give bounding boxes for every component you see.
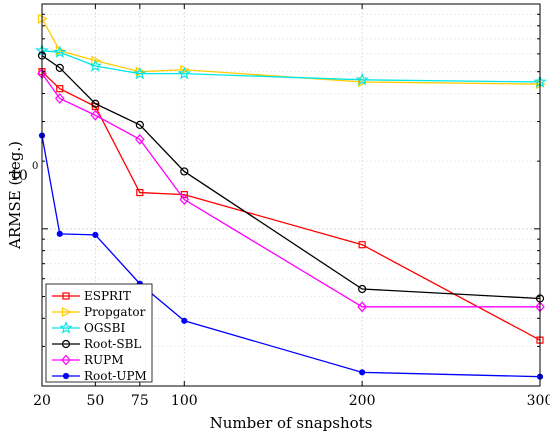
data-point-rupm bbox=[179, 194, 190, 205]
x-tick-label: 100 bbox=[171, 393, 198, 409]
x-tick-label: 20 bbox=[33, 393, 51, 409]
legend-marker-ogsbi bbox=[59, 320, 73, 334]
series-line-ogsbi bbox=[41, 50, 541, 83]
y-axis-label: ARMSE (deg.) bbox=[6, 141, 24, 250]
series-root-sbl bbox=[37, 51, 545, 303]
data-point-rupm bbox=[54, 93, 65, 104]
data-point-ogsbi bbox=[53, 45, 67, 59]
legend-marker-root-sbl bbox=[61, 339, 71, 349]
data-point-rupm bbox=[90, 109, 101, 121]
series-line-propgator bbox=[41, 18, 541, 85]
data-point-ogsbi bbox=[133, 66, 147, 80]
series-line-esprit bbox=[41, 71, 541, 341]
x-tick-label: 75 bbox=[131, 393, 149, 409]
legend-marker-root-upm bbox=[62, 372, 70, 380]
x-ticks: 20 50 75 100 200 300 bbox=[33, 4, 550, 409]
legend-label-esprit: ESPRIT bbox=[84, 289, 131, 303]
y-tick-exponent: 0 bbox=[32, 161, 38, 172]
series-ogsbi bbox=[35, 43, 547, 88]
series-line-root-sbl bbox=[41, 54, 541, 300]
x-axis-label: Number of snapshots bbox=[210, 414, 373, 432]
data-point-root-sbl bbox=[55, 63, 64, 72]
data-point-rupm bbox=[135, 133, 145, 145]
x-tick-label: 300 bbox=[527, 393, 550, 409]
data-point-ogsbi bbox=[177, 66, 192, 80]
legend-label-propgator: Propgator bbox=[84, 305, 146, 319]
data-point-esprit bbox=[358, 241, 366, 249]
y-ticks bbox=[42, 3, 540, 387]
data-point-ogsbi bbox=[355, 72, 369, 86]
data-point-propgator bbox=[180, 64, 191, 75]
x-tick-label: 200 bbox=[349, 393, 376, 409]
x-tick-label: 50 bbox=[86, 393, 104, 409]
data-point-esprit bbox=[56, 85, 64, 93]
y-tick-label: 10 bbox=[10, 168, 28, 184]
series-rupm bbox=[37, 68, 545, 313]
data-point-root-upm bbox=[359, 369, 366, 376]
grid bbox=[41, 3, 541, 387]
plot-frame bbox=[41, 3, 541, 387]
legend-marker-propgator bbox=[61, 307, 72, 317]
legend-label-rupm: RUPM bbox=[84, 353, 124, 367]
data-point-ogsbi bbox=[88, 58, 103, 72]
legend-label-ogsbi: OGSBI bbox=[84, 321, 125, 335]
series-layer bbox=[35, 13, 547, 380]
legend-box bbox=[45, 283, 153, 383]
legend-label-root-sbl: Root-SBL bbox=[84, 337, 141, 351]
data-point-root-sbl bbox=[135, 120, 144, 129]
data-point-root-sbl bbox=[358, 284, 367, 294]
data-point-root-upm bbox=[92, 231, 99, 238]
data-point-rupm bbox=[357, 301, 367, 313]
legend: ESPRIT Propgator OGSBI Root-SBL RUPM Root-UPM bbox=[45, 283, 153, 383]
legend-label-root-upm: Root-UPM bbox=[84, 369, 147, 383]
data-point-root-upm bbox=[56, 230, 63, 237]
data-point-root-sbl bbox=[180, 167, 189, 176]
data-point-esprit bbox=[136, 188, 144, 197]
series-line-rupm bbox=[41, 73, 540, 308]
legend-marker-esprit bbox=[62, 292, 70, 300]
legend-marker-rupm bbox=[61, 354, 71, 366]
data-point-root-upm bbox=[181, 317, 188, 324]
data-point-root-sbl bbox=[91, 99, 100, 108]
